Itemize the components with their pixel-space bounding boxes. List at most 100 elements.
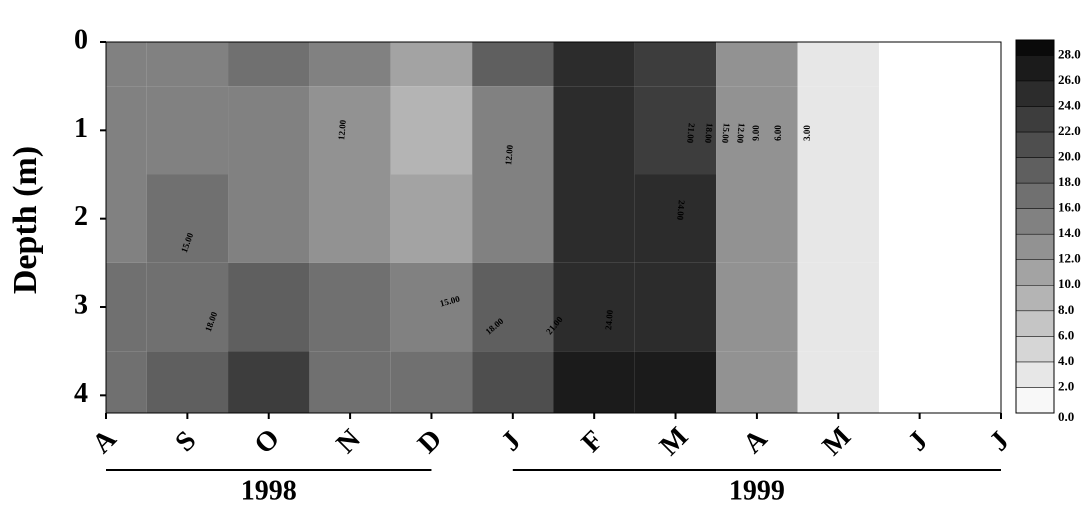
colorbar-tick-label: 26.0 [1058,72,1081,87]
contour-cell [146,42,229,87]
y-tick-label: 3 [74,289,88,320]
colorbar-band [1015,106,1055,133]
contour-cell [309,86,391,175]
colorbar-band [1015,182,1055,209]
contour-cell [228,351,310,413]
colorbar-band [1015,233,1055,260]
colorbar-band [1015,361,1055,388]
colorbar-tick-label: 0.0 [1058,409,1074,424]
contour-cell [472,86,554,175]
colorbar-tick-label: 24.0 [1058,97,1081,112]
x-tick-label: J [495,426,527,458]
x-tick-label: O [249,423,286,460]
contour-cell [228,42,310,87]
contour-label: 9.00 [751,125,761,141]
colorbar-band [1015,80,1055,107]
colorbar-band [1015,387,1055,414]
x-tick-label: A [737,423,774,460]
contour-cell [228,86,310,175]
contour-cell [553,86,635,175]
colorbar-tick-label: 8.0 [1058,302,1074,317]
contour-cell [146,351,229,413]
plot-frame [105,41,1002,414]
colorbar-tick-label: 16.0 [1058,200,1081,215]
colorbar-tick-label: 20.0 [1058,149,1081,164]
colorbar-band [1015,310,1055,337]
contour-label: 21.00 [685,123,697,145]
contour-cell [146,262,229,352]
x-tick-label: M [816,421,857,462]
contour-label: 12.00 [336,119,348,141]
contour-cell [472,351,554,413]
contour-cell [146,86,229,175]
contour-label: 12.00 [503,144,515,166]
x-tick-label: D [412,423,448,459]
contour-cell [797,86,879,175]
contour-cell [390,174,473,263]
contour-cell [634,174,717,263]
contour-cell [797,174,879,263]
colorbar-tick-label: 2.0 [1058,378,1074,393]
contour-label: 24.00 [603,309,615,331]
contour-label: 15.00 [720,123,732,145]
contour-cell [553,174,635,263]
contour-cell [716,42,798,87]
contour-cell [716,86,798,175]
contour-cell [634,86,717,175]
colorbar-band [1015,131,1055,158]
contour-cell [390,351,473,413]
colorbar-tick-label: 22.0 [1058,123,1081,138]
contour-cell [553,42,635,87]
x-tick-label: J [902,426,934,458]
colorbar-tick-label: 18.0 [1058,174,1081,189]
contour-cell [472,262,554,352]
contour-label: 3.00 [802,125,812,141]
x-tick-label: F [576,425,610,459]
y-tick-label: 4 [74,378,88,409]
x-tick-label: M [654,421,695,462]
colorbar-tick-label: 14.0 [1058,225,1081,240]
year-label: 1998 [241,475,297,506]
contour-cell [228,262,310,352]
contour-cell [106,351,147,413]
colorbar-band [1015,336,1055,363]
contour-cell [553,262,635,352]
x-tick-label: N [331,423,367,459]
contour-label: 24.00 [675,200,687,222]
y-tick-label: 1 [74,113,88,144]
colorbar-tick-label: 6.0 [1058,327,1074,342]
contour-cell [797,42,879,87]
y-tick-label: 2 [74,201,88,232]
contour-cell [797,351,879,413]
x-tick-label: J [984,426,1016,458]
contour-cell [553,351,635,413]
contour-cell [309,351,391,413]
y-axis-label: Depth (m) [7,146,44,294]
colorbar-band [1015,157,1055,184]
x-tick-label: A [86,423,123,460]
contour-cell [309,262,391,352]
colorbar-tick-label: 12.0 [1058,251,1081,266]
contour-cell [228,174,310,263]
colorbar-tick-label: 4.0 [1058,353,1074,368]
contour-label: 6.00 [773,125,783,141]
contour-cell [106,86,147,175]
contour-cell [106,262,147,352]
contour-cell [797,262,879,352]
contour-cell [716,351,798,413]
contour-cell [472,174,554,263]
contour-cell [634,262,717,352]
plot-area [106,42,879,413]
colorbar-band [1015,259,1055,286]
contour-cell [390,86,473,175]
contour-cell [146,174,229,263]
year-label: 1999 [729,475,785,506]
contour-cell [106,42,147,87]
contour-cell [634,42,717,87]
colorbar-band [1015,285,1055,312]
contour-cell [472,42,554,87]
contour-cell [106,174,147,263]
contour-cell [390,262,473,352]
contour-cell [309,174,391,263]
